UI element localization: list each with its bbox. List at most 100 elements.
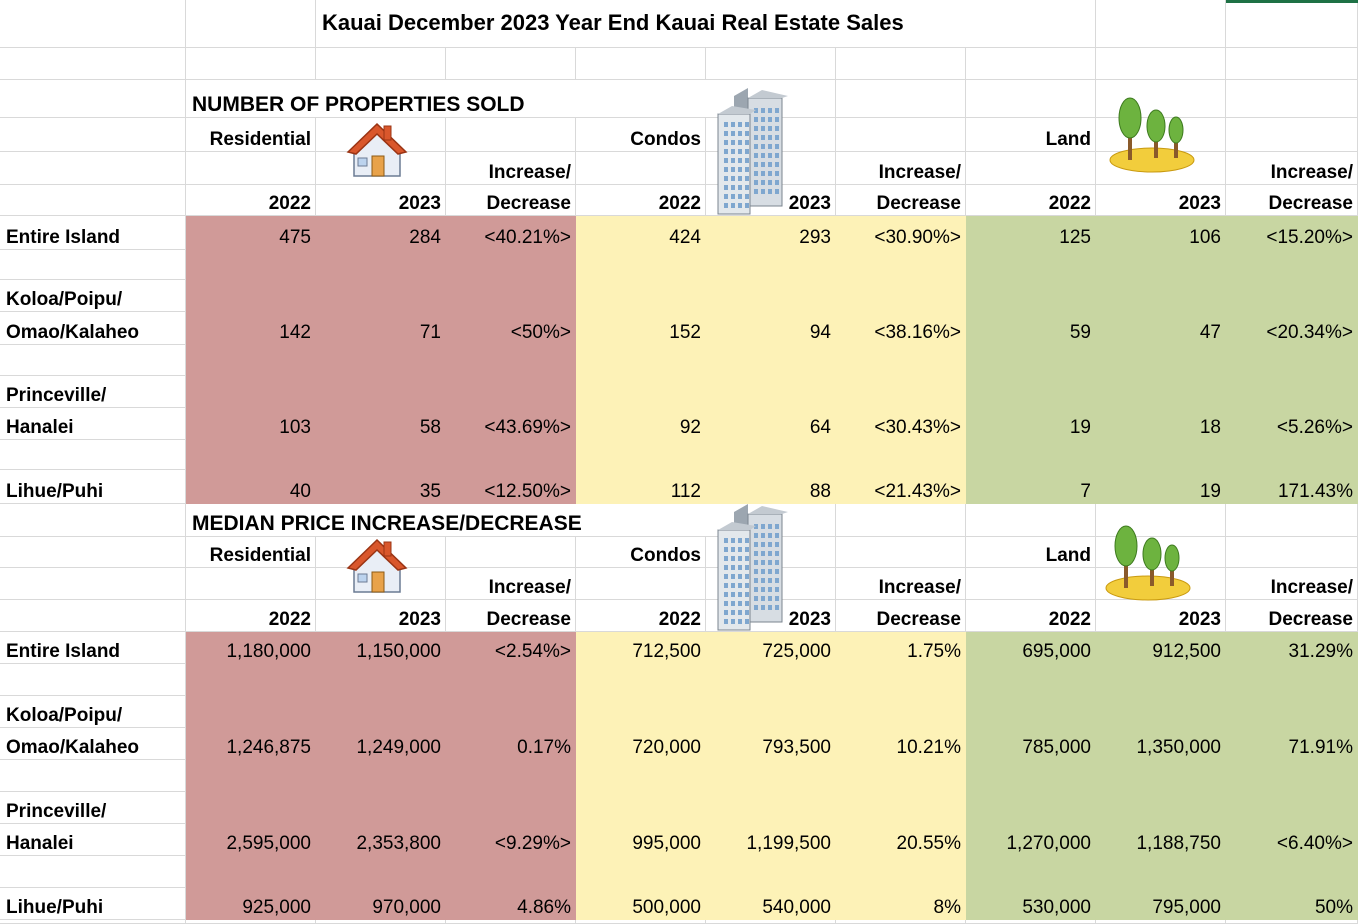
grid-cell[interactable] (1096, 48, 1226, 80)
res-value[interactable]: <40.21%> (446, 216, 576, 250)
res-value[interactable]: <2.54%> (446, 632, 576, 664)
grid-cell[interactable] (576, 152, 706, 185)
section-label[interactable]: NUMBER OF PROPERTIES SOLD (186, 80, 706, 118)
land-value[interactable]: 19 (1096, 470, 1226, 504)
grid-cell[interactable] (0, 250, 186, 280)
res-value[interactable]: <12.50%> (446, 470, 576, 504)
residential-heading[interactable]: Residential (186, 537, 316, 568)
grid-cell[interactable] (966, 504, 1096, 537)
area-label[interactable]: Princeville/ (0, 376, 186, 408)
grid-cell[interactable] (186, 152, 316, 185)
res-value[interactable]: 284 (316, 216, 446, 250)
con-value[interactable]: 793,500 (706, 728, 836, 760)
grid-cell[interactable] (836, 537, 966, 568)
con-value[interactable]: 995,000 (576, 824, 706, 856)
land-value[interactable]: 795,000 (1096, 888, 1226, 920)
grid-cell[interactable] (0, 345, 186, 376)
decrease-label[interactable]: Decrease (1226, 185, 1358, 216)
res-value[interactable]: 1,180,000 (186, 632, 316, 664)
con-value[interactable]: 152 (576, 312, 706, 345)
grid-cell[interactable] (576, 48, 706, 80)
land-value[interactable]: 695,000 (966, 632, 1096, 664)
res-value[interactable]: 2,353,800 (316, 824, 446, 856)
grid-cell[interactable] (706, 920, 836, 924)
grid-cell[interactable] (0, 80, 186, 118)
res-value[interactable]: 35 (316, 470, 446, 504)
con-value[interactable]: 720,000 (576, 728, 706, 760)
increase-label[interactable]: Increase/ (446, 152, 576, 185)
grid-cell[interactable] (1096, 537, 1226, 568)
land-heading[interactable]: Land (966, 118, 1096, 152)
decrease-label[interactable]: Decrease (446, 600, 576, 632)
res-value[interactable]: 58 (316, 408, 446, 440)
area-label[interactable]: Omao/Kalaheo (0, 312, 186, 345)
con-value[interactable]: 424 (576, 216, 706, 250)
land-value[interactable]: 1,188,750 (1096, 824, 1226, 856)
area-label[interactable]: Princeville/ (0, 792, 186, 824)
decrease-label[interactable]: Decrease (836, 185, 966, 216)
land-value[interactable]: <20.34%> (1226, 312, 1358, 345)
con-value[interactable]: 64 (706, 408, 836, 440)
land-value[interactable]: 106 (1096, 216, 1226, 250)
year-2023-label[interactable]: 2023 (316, 185, 446, 216)
section-label[interactable]: MEDIAN PRICE INCREASE/DECREASE (186, 504, 706, 537)
area-label[interactable]: Entire Island (0, 216, 186, 250)
decrease-label[interactable]: Decrease (1226, 600, 1358, 632)
land-value[interactable]: 530,000 (966, 888, 1096, 920)
grid-cell[interactable] (1226, 920, 1358, 924)
grid-cell[interactable] (186, 568, 316, 600)
grid-cell[interactable] (1096, 152, 1226, 185)
con-value[interactable]: 20.55% (836, 824, 966, 856)
land-value[interactable]: 18 (1096, 408, 1226, 440)
grid-cell[interactable] (446, 48, 576, 80)
grid-cell[interactable] (0, 568, 186, 600)
year-2022-label[interactable]: 2022 (966, 185, 1096, 216)
con-value[interactable]: 88 (706, 470, 836, 504)
grid-cell[interactable] (836, 48, 966, 80)
grid-cell[interactable] (1226, 48, 1358, 80)
grid-cell[interactable] (0, 760, 186, 792)
sheet-title[interactable]: Kauai December 2023 Year End Kauai Real … (316, 0, 966, 48)
grid-cell[interactable] (0, 118, 186, 152)
land-heading[interactable]: Land (966, 537, 1096, 568)
grid-cell[interactable] (0, 0, 186, 48)
res-value[interactable]: 970,000 (316, 888, 446, 920)
area-label[interactable]: Entire Island (0, 632, 186, 664)
year-2022-label[interactable]: 2022 (186, 600, 316, 632)
grid-cell[interactable] (836, 504, 966, 537)
increase-label[interactable]: Increase/ (1226, 568, 1358, 600)
grid-cell[interactable] (0, 664, 186, 696)
grid-cell[interactable] (836, 118, 966, 152)
land-value[interactable]: 125 (966, 216, 1096, 250)
grid-cell[interactable] (1096, 0, 1226, 48)
land-value[interactable]: <6.40%> (1226, 824, 1358, 856)
land-value[interactable]: 7 (966, 470, 1096, 504)
grid-cell[interactable] (0, 185, 186, 216)
res-value[interactable]: 2,595,000 (186, 824, 316, 856)
con-value[interactable]: <30.90%> (836, 216, 966, 250)
con-value[interactable]: 293 (706, 216, 836, 250)
decrease-label[interactable]: Decrease (446, 185, 576, 216)
grid-cell[interactable] (0, 600, 186, 632)
con-value[interactable]: 94 (706, 312, 836, 345)
land-value[interactable]: 1,350,000 (1096, 728, 1226, 760)
grid-cell[interactable] (0, 48, 186, 80)
con-value[interactable]: 500,000 (576, 888, 706, 920)
res-value[interactable]: 1,249,000 (316, 728, 446, 760)
grid-cell[interactable] (316, 568, 446, 600)
grid-cell[interactable] (0, 920, 186, 924)
grid-cell[interactable] (966, 152, 1096, 185)
land-value[interactable]: 47 (1096, 312, 1226, 345)
res-value[interactable]: 4.86% (446, 888, 576, 920)
grid-cell[interactable] (1226, 504, 1358, 537)
con-value[interactable]: 8% (836, 888, 966, 920)
grid-cell[interactable] (1226, 0, 1358, 48)
area-label[interactable]: Lihue/Puhi (0, 470, 186, 504)
con-value[interactable]: 112 (576, 470, 706, 504)
land-value[interactable]: <5.26%> (1226, 408, 1358, 440)
grid-cell[interactable] (1096, 920, 1226, 924)
land-value[interactable]: 71.91% (1226, 728, 1358, 760)
grid-cell[interactable] (836, 80, 966, 118)
grid-cell[interactable] (0, 440, 186, 470)
res-value[interactable]: <9.29%> (446, 824, 576, 856)
